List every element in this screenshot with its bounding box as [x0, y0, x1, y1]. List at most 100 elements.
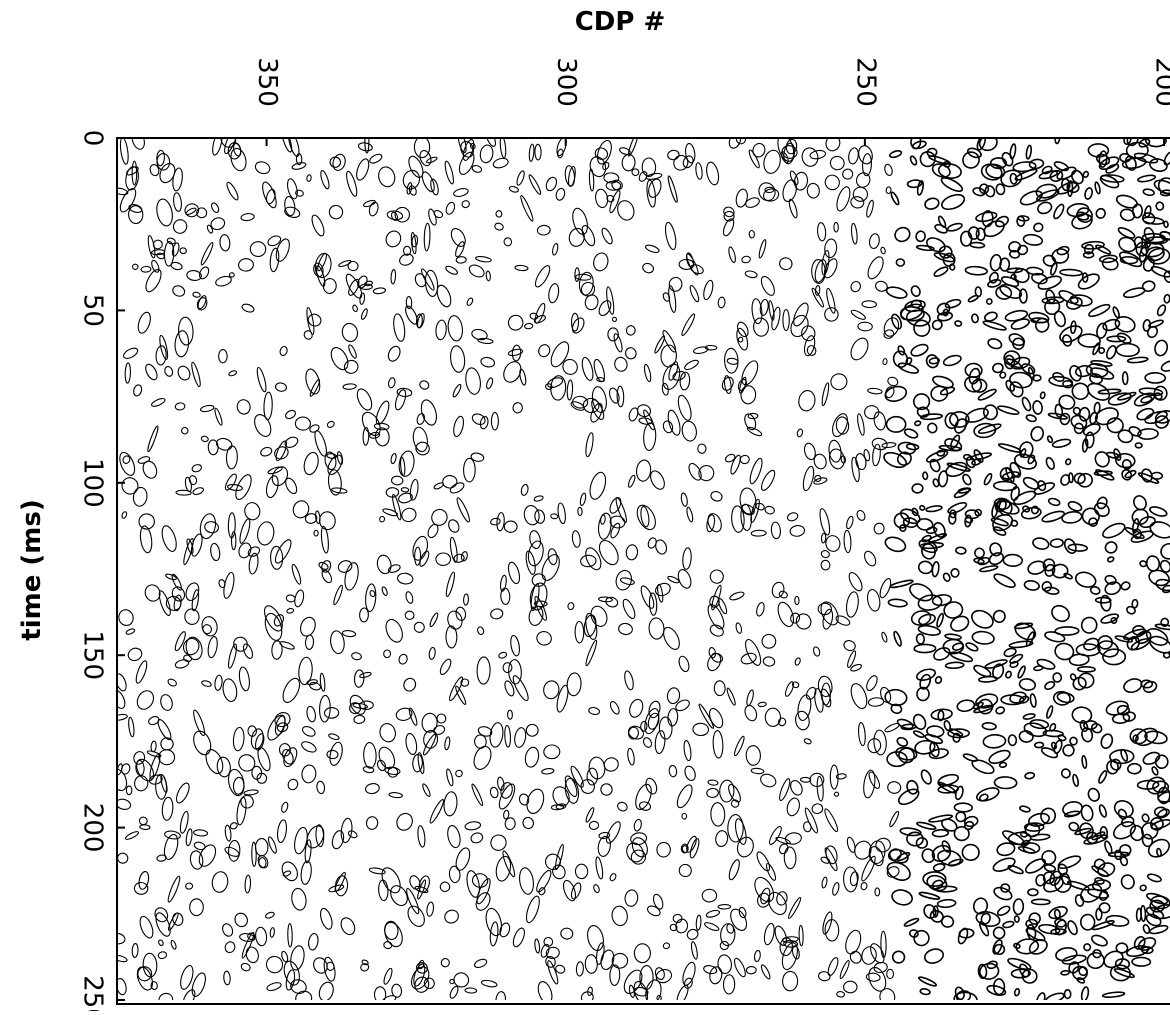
contour-loop	[1160, 542, 1170, 560]
contour-loop	[1098, 254, 1118, 264]
contour-loop	[545, 955, 556, 968]
contour-loop	[1032, 537, 1050, 550]
contour-loop	[1153, 806, 1168, 818]
contour-loop	[1014, 453, 1037, 470]
contour-loop	[1027, 888, 1039, 897]
contour-loop	[941, 840, 951, 853]
contour-loop	[1000, 694, 1025, 706]
contour-loop	[1072, 406, 1081, 416]
contour-loop	[571, 530, 581, 548]
contour-loop	[899, 524, 907, 532]
contour-loop	[627, 725, 645, 740]
contour-loop	[498, 651, 508, 659]
contour-loop	[779, 778, 791, 802]
contour-loop	[857, 321, 873, 332]
contour-loop	[1083, 834, 1109, 845]
contour-loop	[900, 508, 921, 525]
contour-loop	[1094, 877, 1105, 885]
contour-loop	[449, 482, 465, 494]
contour-loop	[723, 375, 732, 395]
contour-loop	[290, 945, 305, 971]
contour-loop	[301, 726, 316, 737]
contour-loop	[1061, 511, 1083, 524]
contour-loop	[762, 656, 776, 667]
contour-loop	[1115, 342, 1140, 358]
contour-loop	[873, 729, 887, 756]
contour-loop	[497, 776, 505, 791]
contour-loop	[117, 689, 126, 709]
contour-loop	[1009, 249, 1021, 259]
contour-loop	[384, 920, 399, 941]
contour-loop	[736, 836, 754, 858]
contour-loop	[896, 451, 912, 466]
contour-loop	[622, 598, 636, 620]
contour-loop	[648, 178, 662, 198]
contour-loop	[1088, 303, 1111, 318]
contour-loop	[1066, 880, 1090, 891]
contour-loop	[324, 451, 337, 471]
contour-loop	[359, 607, 369, 623]
contour-loop	[924, 197, 940, 210]
contour-loop	[1136, 407, 1155, 421]
contour-loop	[803, 821, 812, 833]
contour-loop	[1017, 215, 1030, 222]
contour-loop	[285, 477, 298, 495]
contour-loop	[636, 459, 652, 482]
contour-loop	[238, 542, 252, 559]
contour-loop	[897, 362, 920, 374]
contour-loop	[281, 861, 298, 882]
contour-loop	[577, 506, 583, 517]
contour-loop	[1139, 884, 1147, 892]
contour-loop	[1053, 161, 1070, 172]
contour-loop	[1050, 928, 1067, 936]
contour-loop	[850, 222, 858, 245]
contour-loop	[235, 474, 252, 501]
contour-loop	[353, 714, 366, 724]
contour-loop	[686, 506, 694, 523]
contour-loop	[309, 681, 322, 691]
contour-loop	[813, 453, 827, 470]
contour-loop	[433, 210, 444, 219]
contour-loop	[362, 766, 375, 774]
contour-loop	[913, 929, 930, 947]
contour-loop	[827, 957, 839, 977]
contour-loop	[774, 925, 788, 946]
contour-loop	[682, 961, 696, 986]
contour-loop	[833, 791, 840, 797]
contour-loop	[923, 948, 945, 964]
contour-loop	[415, 441, 430, 456]
contour-loop	[523, 505, 540, 526]
contour-loop	[534, 302, 546, 324]
contour-loop	[215, 437, 233, 451]
contour-loop	[745, 966, 757, 975]
contour-loop	[230, 531, 237, 551]
contour-loop	[570, 312, 580, 332]
contour-loop	[609, 873, 617, 882]
contour-loop	[1133, 495, 1147, 511]
contour-loop	[255, 926, 268, 947]
contour-loop	[993, 573, 1016, 588]
contour-loop	[1097, 640, 1119, 658]
contour-loop	[1100, 174, 1125, 183]
contour-loop	[391, 983, 403, 998]
contour-loop	[1154, 415, 1169, 429]
contour-loop	[1053, 310, 1066, 328]
contour-loop	[962, 753, 979, 762]
contour-loop	[820, 550, 830, 559]
contour-loop	[760, 887, 771, 905]
contour-loop	[1149, 635, 1170, 654]
contour-loop	[545, 853, 561, 871]
contour-loop	[230, 147, 247, 172]
contour-loop	[284, 436, 299, 448]
contour-loop	[139, 824, 151, 830]
contour-loop	[1017, 244, 1029, 256]
contour-loop	[536, 869, 552, 893]
contour-loop	[158, 939, 164, 947]
contour-loop	[1060, 768, 1071, 779]
contour-loop	[666, 687, 681, 705]
contour-loop	[974, 547, 985, 559]
contour-loop	[137, 311, 151, 334]
contour-loop	[668, 361, 679, 381]
contour-loop	[1069, 673, 1077, 681]
contour-loop	[824, 808, 839, 833]
